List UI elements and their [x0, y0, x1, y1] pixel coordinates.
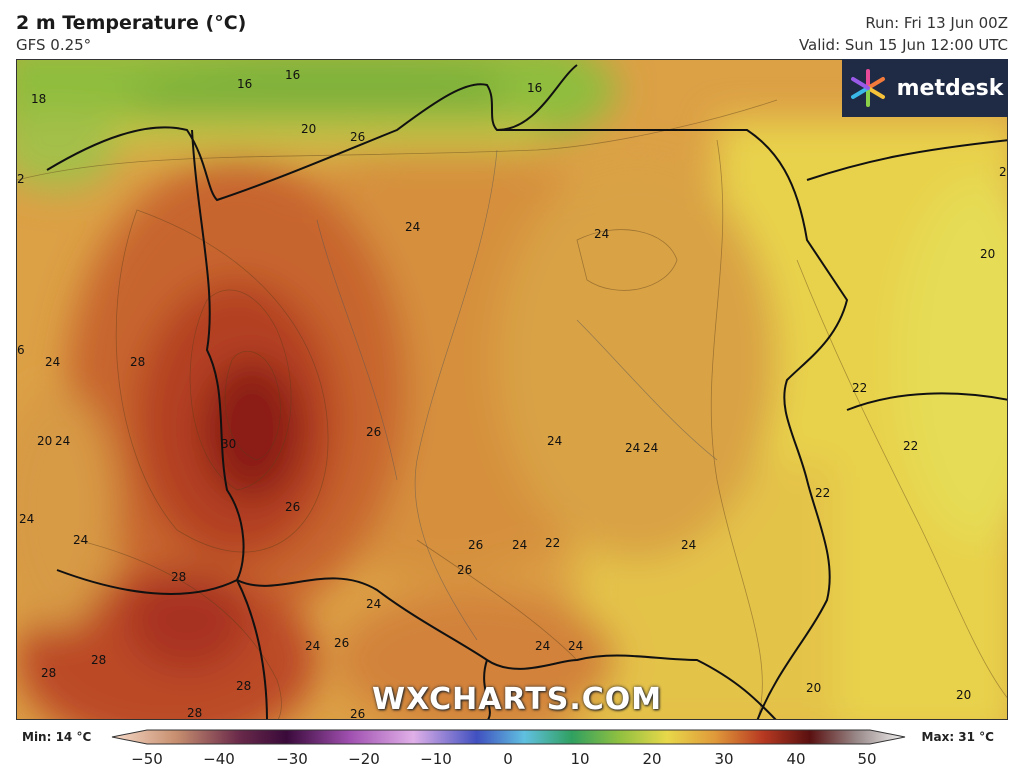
temp-label: 30 [221, 437, 236, 451]
temp-label: 22 [545, 536, 560, 550]
temp-label: 24 [366, 597, 381, 611]
colorbar-tick: 30 [714, 750, 734, 768]
min-label: Min: 14 °C [22, 730, 92, 744]
temperature-labels: 16 16 16 18 20 26 24 24 20 28 24 30 26 2… [17, 68, 1007, 720]
temp-label: 28 [91, 653, 106, 667]
temperature-field [17, 60, 1007, 719]
contour-lines [17, 99, 1007, 719]
temp-label: 24 [19, 512, 34, 526]
color-scale: Min: 14 °C Max: 31 °C [0, 722, 1024, 784]
temp-label: 26 [468, 538, 483, 552]
borders [46, 64, 1007, 719]
colorbar-tick: 10 [570, 750, 590, 768]
temp-label: 28 [236, 679, 251, 693]
temp-label: 20 [37, 434, 52, 448]
colorbar-tick: 40 [786, 750, 806, 768]
temp-label: 24 [643, 441, 658, 455]
colorbar-tick: −40 [203, 750, 235, 768]
temp-label: 26 [285, 500, 300, 514]
watermark: WXCHARTS.COM [372, 682, 663, 717]
temp-label: 22 [852, 381, 867, 395]
temp-label: 26 [457, 563, 472, 577]
colorbar-tick: −30 [276, 750, 308, 768]
temp-label: 16 [527, 81, 542, 95]
temp-label: 24 [681, 538, 696, 552]
colorbar-tick: −10 [420, 750, 452, 768]
valid-label: Valid: Sun 15 Jun 12:00 UTC [798, 36, 1008, 54]
temp-label: 20 [980, 247, 995, 261]
model-label: GFS 0.25° [16, 36, 92, 54]
logo-text: metdesk [896, 75, 1004, 101]
temp-label: 20 [301, 122, 316, 136]
temp-label: 22 [815, 486, 830, 500]
temp-label: 24 [547, 434, 562, 448]
map-canvas: 16 16 16 18 20 26 24 24 20 28 24 30 26 2… [17, 60, 1007, 720]
temp-label: 28 [41, 666, 56, 680]
temperature-map: 16 16 16 18 20 26 24 24 20 28 24 30 26 2… [16, 59, 1008, 720]
temp-label: 26 [350, 707, 365, 720]
temp-label: 6 [17, 343, 25, 357]
max-label: Max: 31 °C [921, 730, 994, 744]
temp-label: 24 [568, 639, 583, 653]
temp-label: 24 [512, 538, 527, 552]
temp-label: 20 [806, 681, 821, 695]
temp-label: 2 [999, 165, 1007, 179]
temp-label: 28 [130, 355, 145, 369]
metdesk-star-icon [850, 69, 885, 107]
metdesk-logo: metdesk [842, 59, 1008, 117]
run-label: Run: Fri 13 Jun 00Z [865, 14, 1008, 32]
temp-label: 16 [237, 77, 252, 91]
temp-label: 24 [594, 227, 609, 241]
temp-label: 22 [903, 439, 918, 453]
temp-label: 24 [55, 434, 70, 448]
temp-label: 26 [350, 130, 365, 144]
temp-label: 18 [31, 92, 46, 106]
colorbar-tick: −20 [348, 750, 380, 768]
colorbar-gradient [111, 729, 906, 745]
temp-label: 2 [17, 172, 25, 186]
colorbar-tick: 50 [857, 750, 877, 768]
temp-label: 16 [285, 68, 300, 82]
temp-label: 26 [334, 636, 349, 650]
temp-label: 24 [73, 533, 88, 547]
temp-label: 24 [305, 639, 320, 653]
temp-label: 24 [535, 639, 550, 653]
temp-label: 24 [45, 355, 60, 369]
colorbar-tick: −50 [131, 750, 163, 768]
chart-title: 2 m Temperature (°C) [16, 12, 247, 34]
temp-label: 24 [405, 220, 420, 234]
temp-label: 28 [187, 706, 202, 720]
temp-label: 28 [171, 570, 186, 584]
temp-label: 24 [625, 441, 640, 455]
colorbar-tick: 20 [642, 750, 662, 768]
temp-label: 26 [366, 425, 381, 439]
temp-label: 20 [956, 688, 971, 702]
colorbar-tick: 0 [503, 750, 513, 768]
rivers [316, 149, 718, 641]
